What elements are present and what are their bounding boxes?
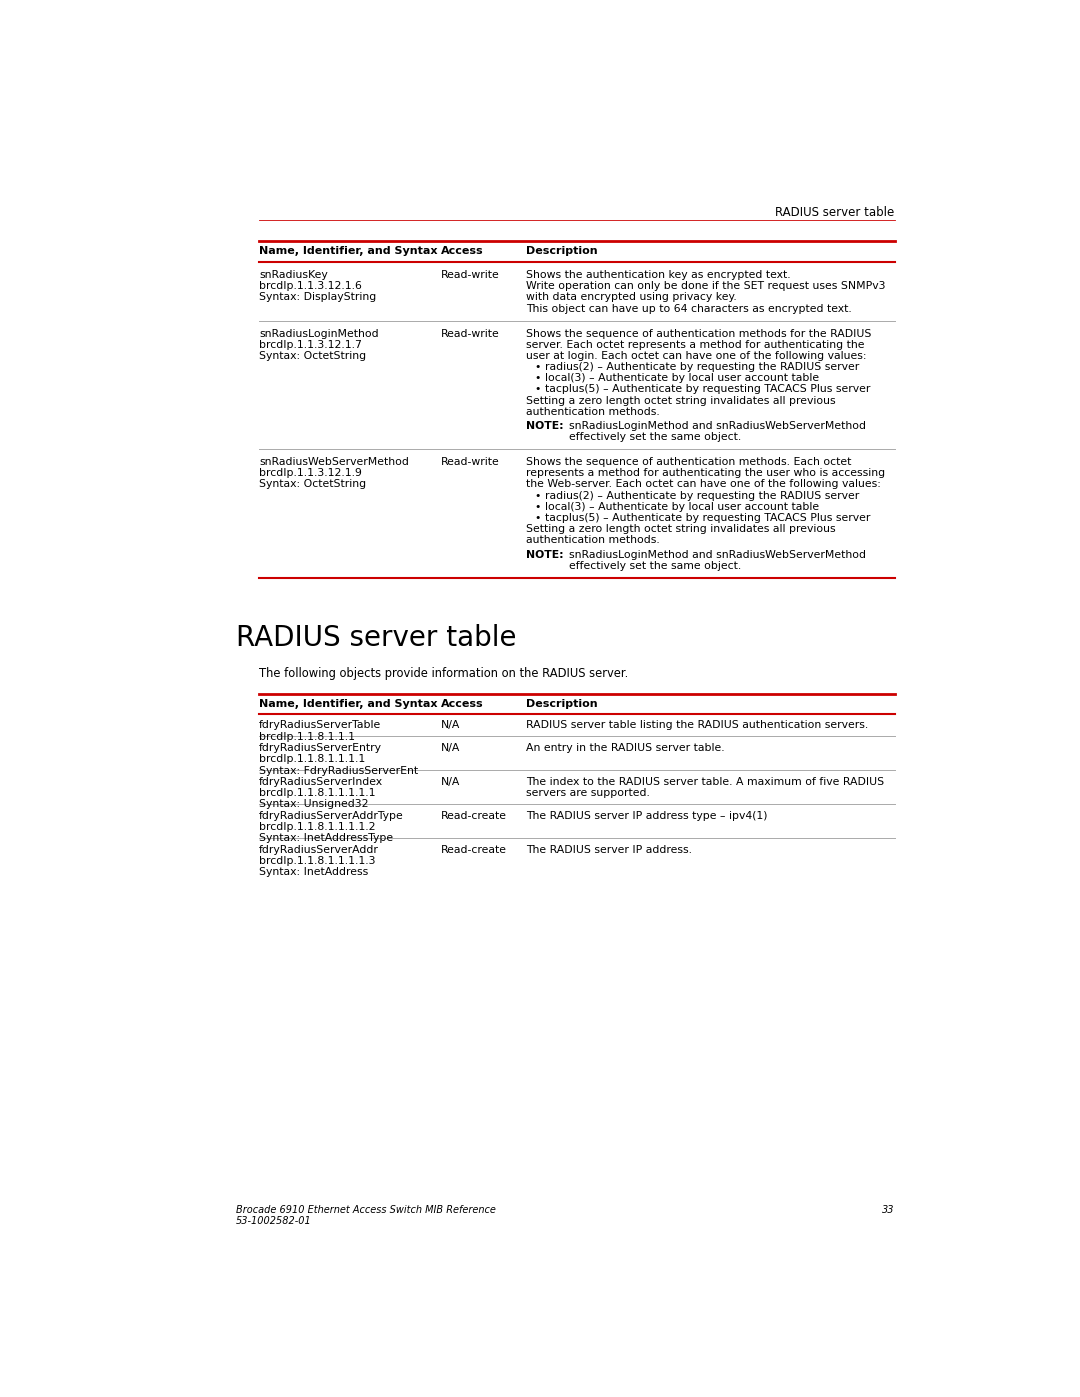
Text: Brocade 6910 Ethernet Access Switch MIB Reference
53-1002582-01: Brocade 6910 Ethernet Access Switch MIB … <box>235 1204 496 1227</box>
Text: local(3) – Authenticate by local user account table: local(3) – Authenticate by local user ac… <box>545 502 819 511</box>
Text: effectively set the same object.: effectively set the same object. <box>569 560 741 571</box>
Text: The following objects provide information on the RADIUS server.: The following objects provide informatio… <box>259 666 629 679</box>
Text: •: • <box>535 362 540 372</box>
Text: Syntax: InetAddress: Syntax: InetAddress <box>259 868 368 877</box>
Text: brcdIp.1.1.8.1.1.1: brcdIp.1.1.8.1.1.1 <box>259 732 355 742</box>
Text: snRadiusWebServerMethod: snRadiusWebServerMethod <box>259 457 409 467</box>
Text: authentication methods.: authentication methods. <box>526 407 660 416</box>
Text: N/A: N/A <box>441 777 460 787</box>
Text: An entry in the RADIUS server table.: An entry in the RADIUS server table. <box>526 743 725 753</box>
Text: servers are supported.: servers are supported. <box>526 788 650 798</box>
Text: fdryRadiusServerIndex: fdryRadiusServerIndex <box>259 777 383 787</box>
Text: Write operation can only be done if the SET request uses SNMPv3: Write operation can only be done if the … <box>526 281 886 291</box>
Text: fdryRadiusServerAddr: fdryRadiusServerAddr <box>259 845 379 855</box>
Text: Read-create: Read-create <box>441 812 508 821</box>
Text: local(3) – Authenticate by local user account table: local(3) – Authenticate by local user ac… <box>545 373 819 383</box>
Text: N/A: N/A <box>441 721 460 731</box>
Text: NOTE:: NOTE: <box>526 420 564 430</box>
Text: This object can have up to 64 characters as encrypted text.: This object can have up to 64 characters… <box>526 303 852 313</box>
Text: effectively set the same object.: effectively set the same object. <box>569 432 741 441</box>
Text: Name, Identifier, and Syntax: Name, Identifier, and Syntax <box>259 246 437 256</box>
Text: Access: Access <box>441 246 484 256</box>
Text: •: • <box>535 384 540 394</box>
Text: Access: Access <box>441 698 484 708</box>
Text: radius(2) – Authenticate by requesting the RADIUS server: radius(2) – Authenticate by requesting t… <box>545 362 860 372</box>
Text: The RADIUS server IP address type – ipv4(1): The RADIUS server IP address type – ipv4… <box>526 812 768 821</box>
Text: Read-write: Read-write <box>441 270 500 279</box>
Text: RADIUS server table: RADIUS server table <box>775 207 894 219</box>
Text: RADIUS server table listing the RADIUS authentication servers.: RADIUS server table listing the RADIUS a… <box>526 721 868 731</box>
Text: Shows the authentication key as encrypted text.: Shows the authentication key as encrypte… <box>526 270 791 279</box>
Text: snRadiusKey: snRadiusKey <box>259 270 327 279</box>
Text: Syntax: DisplayString: Syntax: DisplayString <box>259 292 376 302</box>
Text: brcdIp.1.1.8.1.1.1.1.3: brcdIp.1.1.8.1.1.1.1.3 <box>259 856 376 866</box>
Text: Name, Identifier, and Syntax: Name, Identifier, and Syntax <box>259 698 437 708</box>
Text: with data encrypted using privacy key.: with data encrypted using privacy key. <box>526 292 738 302</box>
Text: •: • <box>535 373 540 383</box>
Text: Shows the sequence of authentication methods. Each octet: Shows the sequence of authentication met… <box>526 457 852 467</box>
Text: Syntax: InetAddressType: Syntax: InetAddressType <box>259 833 393 844</box>
Text: user at login. Each octet can have one of the following values:: user at login. Each octet can have one o… <box>526 351 867 360</box>
Text: NOTE:: NOTE: <box>526 549 564 560</box>
Text: brcdIp.1.1.3.12.1.9: brcdIp.1.1.3.12.1.9 <box>259 468 362 478</box>
Text: the Web-server. Each octet can have one of the following values:: the Web-server. Each octet can have one … <box>526 479 881 489</box>
Text: RADIUS server table: RADIUS server table <box>235 624 516 652</box>
Text: Read-create: Read-create <box>441 845 508 855</box>
Text: snRadiusLoginMethod and snRadiusWebServerMethod: snRadiusLoginMethod and snRadiusWebServe… <box>569 420 866 430</box>
Text: •: • <box>535 490 540 500</box>
Text: Syntax: OctetString: Syntax: OctetString <box>259 351 366 360</box>
Text: Read-write: Read-write <box>441 457 500 467</box>
Text: •: • <box>535 513 540 522</box>
Text: represents a method for authenticating the user who is accessing: represents a method for authenticating t… <box>526 468 886 478</box>
Text: radius(2) – Authenticate by requesting the RADIUS server: radius(2) – Authenticate by requesting t… <box>545 490 860 500</box>
Text: Setting a zero length octet string invalidates all previous: Setting a zero length octet string inval… <box>526 524 836 534</box>
Text: The index to the RADIUS server table. A maximum of five RADIUS: The index to the RADIUS server table. A … <box>526 777 885 787</box>
Text: brcdIp.1.1.8.1.1.1.1.2: brcdIp.1.1.8.1.1.1.1.2 <box>259 823 376 833</box>
Text: fdryRadiusServerTable: fdryRadiusServerTable <box>259 721 381 731</box>
Text: fdryRadiusServerEntry: fdryRadiusServerEntry <box>259 743 382 753</box>
Text: Setting a zero length octet string invalidates all previous: Setting a zero length octet string inval… <box>526 395 836 405</box>
Text: fdryRadiusServerAddrType: fdryRadiusServerAddrType <box>259 812 404 821</box>
Text: Read-write: Read-write <box>441 328 500 338</box>
Text: tacplus(5) – Authenticate by requesting TACACS Plus server: tacplus(5) – Authenticate by requesting … <box>545 384 870 394</box>
Text: tacplus(5) – Authenticate by requesting TACACS Plus server: tacplus(5) – Authenticate by requesting … <box>545 513 870 522</box>
Text: snRadiusLoginMethod: snRadiusLoginMethod <box>259 328 379 338</box>
Text: server. Each octet represents a method for authenticating the: server. Each octet represents a method f… <box>526 339 865 349</box>
Text: Syntax: FdryRadiusServerEnt: Syntax: FdryRadiusServerEnt <box>259 766 418 775</box>
Text: brcdIp.1.1.3.12.1.6: brcdIp.1.1.3.12.1.6 <box>259 281 362 291</box>
Text: Syntax: Unsigned32: Syntax: Unsigned32 <box>259 799 368 809</box>
Text: •: • <box>535 502 540 511</box>
Text: N/A: N/A <box>441 743 460 753</box>
Text: Description: Description <box>526 246 598 256</box>
Text: brcdIp.1.1.3.12.1.7: brcdIp.1.1.3.12.1.7 <box>259 339 362 349</box>
Text: authentication methods.: authentication methods. <box>526 535 660 545</box>
Text: The RADIUS server IP address.: The RADIUS server IP address. <box>526 845 692 855</box>
Text: 33: 33 <box>882 1204 894 1215</box>
Text: snRadiusLoginMethod and snRadiusWebServerMethod: snRadiusLoginMethod and snRadiusWebServe… <box>569 549 866 560</box>
Text: brcdIp.1.1.8.1.1.1.1.1: brcdIp.1.1.8.1.1.1.1.1 <box>259 788 376 798</box>
Text: brcdIp.1.1.8.1.1.1.1: brcdIp.1.1.8.1.1.1.1 <box>259 754 365 764</box>
Text: Description: Description <box>526 698 598 708</box>
Text: Syntax: OctetString: Syntax: OctetString <box>259 479 366 489</box>
Text: Shows the sequence of authentication methods for the RADIUS: Shows the sequence of authentication met… <box>526 328 872 338</box>
